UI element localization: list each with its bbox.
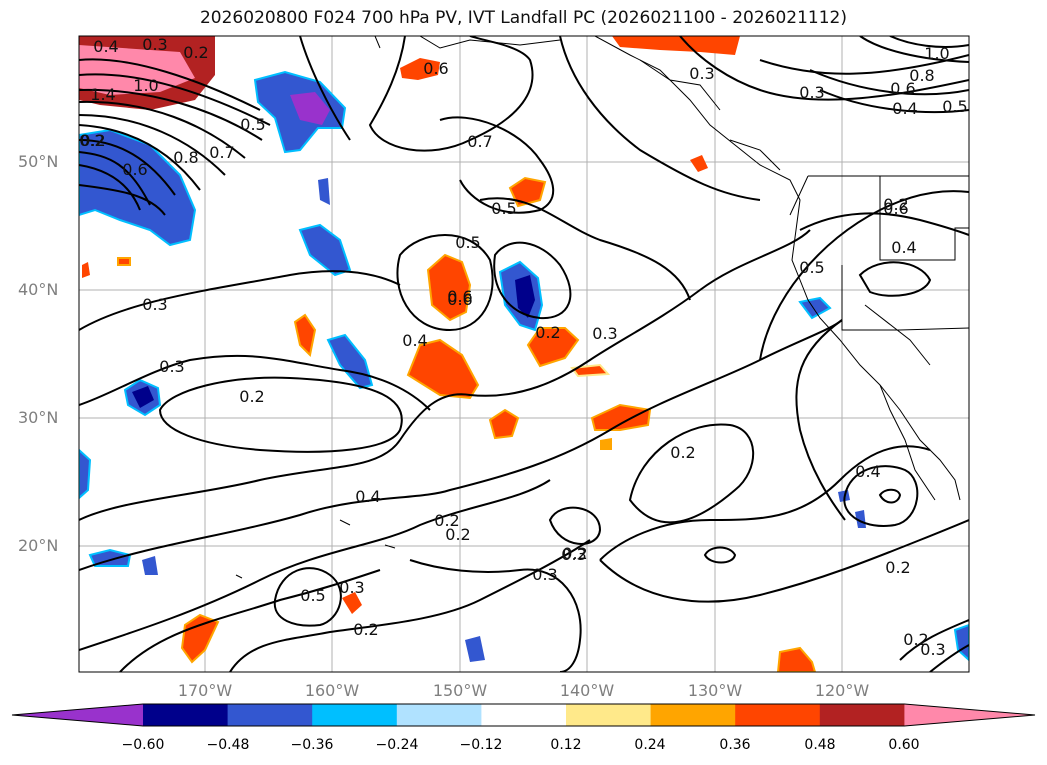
map-title: 2026020800 F024 700 hPa PV, IVT Landfall… [199, 8, 847, 28]
lon-label-140w: 140°W [559, 681, 615, 700]
colorbar-tick: 0.60 [888, 737, 920, 753]
contour-label: 0.2 [183, 43, 208, 62]
lon-label-170w: 170°W [177, 681, 233, 700]
contour-label: 0.4 [891, 238, 916, 257]
lon-label-120w: 120°W [814, 681, 870, 700]
contour-label: 0.4 [93, 37, 118, 56]
contour-label: 0.8 [173, 148, 198, 167]
colorbar-tick: −0.48 [206, 737, 250, 753]
contour-labels: 0.4 0.3 0.2 1.4 1.0 0.5 0.8 0.6 0.7 0.2 … [79, 35, 967, 659]
contour-label: 0.2 [353, 620, 378, 639]
contour-label: 0.3 [142, 295, 167, 314]
contour-label: 0.2 [79, 131, 104, 150]
contour-label: 0.5 [491, 199, 516, 218]
contour-label: 0.7 [209, 143, 234, 162]
pv-positive-anomalies [79, 36, 817, 672]
lon-label-150w: 150°W [432, 681, 488, 700]
contour-label: 0.5 [300, 586, 325, 605]
colorbar-swatch [396, 704, 482, 726]
colorbar-tick: −0.12 [459, 737, 503, 753]
colorbar-tick: 0.24 [634, 737, 666, 753]
contour-label: 0.2 [535, 323, 560, 342]
colorbar [11, 703, 1036, 727]
contour-label: 0.4 [855, 462, 880, 481]
contour-label: 0.3 [920, 640, 945, 659]
lon-label-130w: 130°W [687, 681, 743, 700]
colorbar-swatch [312, 704, 398, 726]
contour-label: 0.2 [239, 387, 264, 406]
contour-label: 0.2 [670, 443, 695, 462]
contour-label: 0.3 [799, 83, 824, 102]
colorbar-extend-max [904, 704, 1035, 726]
contour-label: 0.8 [909, 66, 934, 85]
map-frame [78, 35, 970, 673]
lon-label-160w: 160°W [304, 681, 360, 700]
colorbar-extend-min [12, 704, 143, 726]
colorbar-swatch [227, 704, 313, 726]
contour-label: 0.2 [434, 511, 459, 530]
contour-label: 0.3 [339, 578, 364, 597]
contour-label: 0.3 [561, 545, 586, 564]
contour-label: 0.5 [942, 97, 967, 116]
colorbar-swatch [819, 704, 905, 726]
contour-label: 0.6 [890, 79, 915, 98]
ivt-contours [79, 36, 969, 672]
contour-label: 0.6 [122, 160, 147, 179]
contour-label: 0.2 [445, 525, 470, 544]
contour-label: 0.2 [562, 544, 587, 563]
contour-label: 0.4 [355, 487, 380, 506]
colorbar-tick: 0.36 [719, 737, 751, 753]
contour-label: 0.2 [885, 558, 910, 577]
colorbar-tick: −0.60 [121, 737, 165, 753]
contour-label: 0.5 [240, 115, 265, 134]
colorbar-swatch [481, 704, 567, 726]
colorbar-tick: 0.12 [550, 737, 582, 753]
lat-label-50n: 50°N [18, 152, 59, 171]
colorbar-swatch [566, 704, 652, 726]
contour-label: 0.3 [689, 64, 714, 83]
contour-label: 0.4 [892, 99, 917, 118]
colorbar-outline [11, 703, 1036, 727]
lat-label-40n: 40°N [18, 280, 59, 299]
contour-label: 0.3 [142, 35, 167, 54]
contour-label: 0.2 [883, 195, 908, 214]
contour-label: 1.4 [90, 85, 115, 104]
colorbar-swatch [650, 704, 736, 726]
coastline [235, 36, 969, 579]
contour-label: 0.6 [447, 287, 472, 306]
contour-label: 1.0 [133, 76, 158, 95]
colorbar-tick: −0.36 [290, 737, 334, 753]
colorbar-tick: −0.24 [375, 737, 419, 753]
contour-label: 0.4 [402, 331, 427, 350]
contour-label: 0.6 [423, 59, 448, 78]
lat-label-30n: 30°N [18, 408, 59, 427]
contour-label: 0.5 [455, 233, 480, 252]
colorbar-swatch [735, 704, 821, 726]
contour-label: 0.5 [799, 258, 824, 277]
contour-label: 0.7 [467, 132, 492, 151]
contour-label: 0.3 [532, 565, 557, 584]
colorbar-tick: 0.48 [804, 737, 836, 753]
colorbar-swatch [143, 704, 229, 726]
contour-label: 0.3 [592, 324, 617, 343]
lat-label-20n: 20°N [18, 536, 59, 555]
contour-label: 0.6 [447, 290, 472, 309]
contour-label: 1.0 [924, 44, 949, 63]
contour-label: 0.2 [80, 131, 105, 150]
contour-label: 0.6 [883, 199, 908, 218]
contour-label: 0.2 [903, 630, 928, 649]
contour-label: 0.3 [159, 357, 184, 376]
